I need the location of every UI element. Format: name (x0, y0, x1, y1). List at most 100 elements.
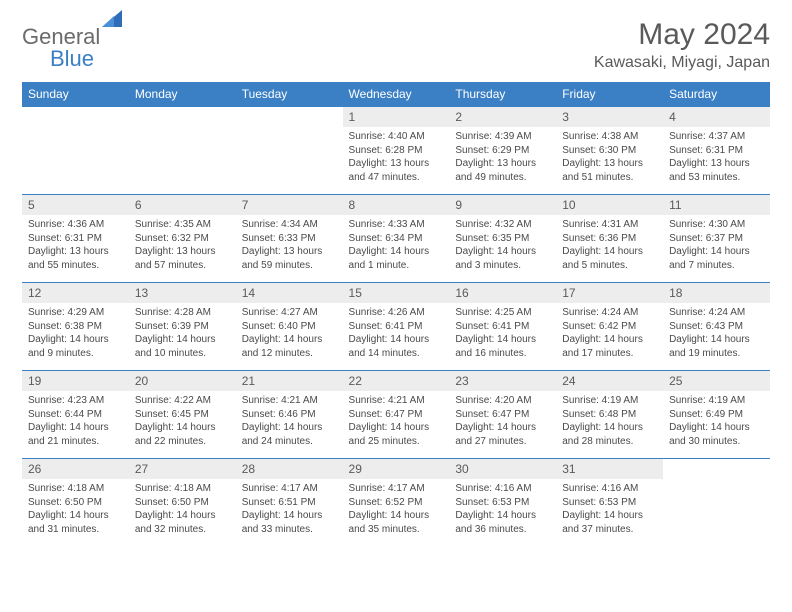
day-number: 18 (663, 283, 770, 303)
day-details: Sunrise: 4:21 AMSunset: 6:47 PMDaylight:… (343, 391, 450, 452)
day-cell: 18Sunrise: 4:24 AMSunset: 6:43 PMDayligh… (663, 283, 770, 371)
day-number: 24 (556, 371, 663, 391)
day-cell: 29Sunrise: 4:17 AMSunset: 6:52 PMDayligh… (343, 459, 450, 547)
day-number: 29 (343, 459, 450, 479)
weekday-monday: Monday (129, 82, 236, 107)
location: Kawasaki, Miyagi, Japan (594, 54, 770, 72)
day-number: 26 (22, 459, 129, 479)
day-details: Sunrise: 4:31 AMSunset: 6:36 PMDaylight:… (556, 215, 663, 276)
day-details: Sunrise: 4:35 AMSunset: 6:32 PMDaylight:… (129, 215, 236, 276)
day-cell: 14Sunrise: 4:27 AMSunset: 6:40 PMDayligh… (236, 283, 343, 371)
day-number: 1 (343, 107, 450, 127)
day-details: Sunrise: 4:22 AMSunset: 6:45 PMDaylight:… (129, 391, 236, 452)
day-cell: 16Sunrise: 4:25 AMSunset: 6:41 PMDayligh… (449, 283, 556, 371)
day-details: Sunrise: 4:17 AMSunset: 6:51 PMDaylight:… (236, 479, 343, 540)
day-number: 31 (556, 459, 663, 479)
calendar-head: SundayMondayTuesdayWednesdayThursdayFrid… (22, 82, 770, 107)
day-cell: 8Sunrise: 4:33 AMSunset: 6:34 PMDaylight… (343, 195, 450, 283)
day-number: 13 (129, 283, 236, 303)
day-details: Sunrise: 4:34 AMSunset: 6:33 PMDaylight:… (236, 215, 343, 276)
month-title: May 2024 (594, 18, 770, 52)
day-number: 23 (449, 371, 556, 391)
day-cell: 0 (129, 107, 236, 195)
day-details: Sunrise: 4:19 AMSunset: 6:48 PMDaylight:… (556, 391, 663, 452)
day-details: Sunrise: 4:28 AMSunset: 6:39 PMDaylight:… (129, 303, 236, 364)
logo: GeneralBlue (22, 18, 124, 72)
day-number: 7 (236, 195, 343, 215)
day-number: 6 (129, 195, 236, 215)
day-cell: 11Sunrise: 4:30 AMSunset: 6:37 PMDayligh… (663, 195, 770, 283)
day-number: 21 (236, 371, 343, 391)
day-details: Sunrise: 4:39 AMSunset: 6:29 PMDaylight:… (449, 127, 556, 188)
calendar-body: 0 0 0 1Sunrise: 4:40 AMSunset: 6:28 PMDa… (22, 107, 770, 547)
day-details: Sunrise: 4:23 AMSunset: 6:44 PMDaylight:… (22, 391, 129, 452)
day-details: Sunrise: 4:24 AMSunset: 6:43 PMDaylight:… (663, 303, 770, 364)
day-cell: 28Sunrise: 4:17 AMSunset: 6:51 PMDayligh… (236, 459, 343, 547)
day-number: 11 (663, 195, 770, 215)
day-details: Sunrise: 4:25 AMSunset: 6:41 PMDaylight:… (449, 303, 556, 364)
day-cell: 23Sunrise: 4:20 AMSunset: 6:47 PMDayligh… (449, 371, 556, 459)
day-number: 22 (343, 371, 450, 391)
day-details: Sunrise: 4:30 AMSunset: 6:37 PMDaylight:… (663, 215, 770, 276)
weekday-sunday: Sunday (22, 82, 129, 107)
day-number: 15 (343, 283, 450, 303)
day-details: Sunrise: 4:16 AMSunset: 6:53 PMDaylight:… (449, 479, 556, 540)
day-cell: 4Sunrise: 4:37 AMSunset: 6:31 PMDaylight… (663, 107, 770, 195)
day-number: 3 (556, 107, 663, 127)
day-cell: 15Sunrise: 4:26 AMSunset: 6:41 PMDayligh… (343, 283, 450, 371)
day-details: Sunrise: 4:18 AMSunset: 6:50 PMDaylight:… (22, 479, 129, 540)
day-cell: 31Sunrise: 4:16 AMSunset: 6:53 PMDayligh… (556, 459, 663, 547)
header: GeneralBlue May 2024 Kawasaki, Miyagi, J… (22, 18, 770, 72)
day-number: 14 (236, 283, 343, 303)
day-cell: 7Sunrise: 4:34 AMSunset: 6:33 PMDaylight… (236, 195, 343, 283)
calendar-table: SundayMondayTuesdayWednesdayThursdayFrid… (22, 82, 770, 547)
day-cell: 17Sunrise: 4:24 AMSunset: 6:42 PMDayligh… (556, 283, 663, 371)
day-number: 30 (449, 459, 556, 479)
day-number: 17 (556, 283, 663, 303)
day-cell: 6Sunrise: 4:35 AMSunset: 6:32 PMDaylight… (129, 195, 236, 283)
day-cell: 27Sunrise: 4:18 AMSunset: 6:50 PMDayligh… (129, 459, 236, 547)
day-cell: 20Sunrise: 4:22 AMSunset: 6:45 PMDayligh… (129, 371, 236, 459)
weekday-thursday: Thursday (449, 82, 556, 107)
week-row: 5Sunrise: 4:36 AMSunset: 6:31 PMDaylight… (22, 195, 770, 283)
week-row: 26Sunrise: 4:18 AMSunset: 6:50 PMDayligh… (22, 459, 770, 547)
day-number: 9 (449, 195, 556, 215)
day-details: Sunrise: 4:20 AMSunset: 6:47 PMDaylight:… (449, 391, 556, 452)
day-cell: 12Sunrise: 4:29 AMSunset: 6:38 PMDayligh… (22, 283, 129, 371)
day-cell: 21Sunrise: 4:21 AMSunset: 6:46 PMDayligh… (236, 371, 343, 459)
day-cell: 26Sunrise: 4:18 AMSunset: 6:50 PMDayligh… (22, 459, 129, 547)
day-details: Sunrise: 4:24 AMSunset: 6:42 PMDaylight:… (556, 303, 663, 364)
logo-sail-icon (102, 10, 124, 28)
day-number: 20 (129, 371, 236, 391)
day-details: Sunrise: 4:21 AMSunset: 6:46 PMDaylight:… (236, 391, 343, 452)
day-cell: 22Sunrise: 4:21 AMSunset: 6:47 PMDayligh… (343, 371, 450, 459)
day-cell: 5Sunrise: 4:36 AMSunset: 6:31 PMDaylight… (22, 195, 129, 283)
weekday-tuesday: Tuesday (236, 82, 343, 107)
day-cell: 2Sunrise: 4:39 AMSunset: 6:29 PMDaylight… (449, 107, 556, 195)
day-number: 4 (663, 107, 770, 127)
day-cell: 10Sunrise: 4:31 AMSunset: 6:36 PMDayligh… (556, 195, 663, 283)
week-row: 12Sunrise: 4:29 AMSunset: 6:38 PMDayligh… (22, 283, 770, 371)
day-details: Sunrise: 4:32 AMSunset: 6:35 PMDaylight:… (449, 215, 556, 276)
day-cell: 3Sunrise: 4:38 AMSunset: 6:30 PMDaylight… (556, 107, 663, 195)
day-details: Sunrise: 4:29 AMSunset: 6:38 PMDaylight:… (22, 303, 129, 364)
day-cell: 13Sunrise: 4:28 AMSunset: 6:39 PMDayligh… (129, 283, 236, 371)
day-details: Sunrise: 4:33 AMSunset: 6:34 PMDaylight:… (343, 215, 450, 276)
day-cell: 0 (663, 459, 770, 547)
day-cell: 0 (236, 107, 343, 195)
day-number: 16 (449, 283, 556, 303)
day-cell: 0 (22, 107, 129, 195)
day-cell: 9Sunrise: 4:32 AMSunset: 6:35 PMDaylight… (449, 195, 556, 283)
day-cell: 25Sunrise: 4:19 AMSunset: 6:49 PMDayligh… (663, 371, 770, 459)
day-number: 12 (22, 283, 129, 303)
weekday-friday: Friday (556, 82, 663, 107)
day-details: Sunrise: 4:19 AMSunset: 6:49 PMDaylight:… (663, 391, 770, 452)
day-cell: 19Sunrise: 4:23 AMSunset: 6:44 PMDayligh… (22, 371, 129, 459)
day-details: Sunrise: 4:18 AMSunset: 6:50 PMDaylight:… (129, 479, 236, 540)
day-number: 25 (663, 371, 770, 391)
day-details: Sunrise: 4:16 AMSunset: 6:53 PMDaylight:… (556, 479, 663, 540)
weekday-wednesday: Wednesday (343, 82, 450, 107)
day-details: Sunrise: 4:40 AMSunset: 6:28 PMDaylight:… (343, 127, 450, 188)
day-details: Sunrise: 4:38 AMSunset: 6:30 PMDaylight:… (556, 127, 663, 188)
day-number: 27 (129, 459, 236, 479)
